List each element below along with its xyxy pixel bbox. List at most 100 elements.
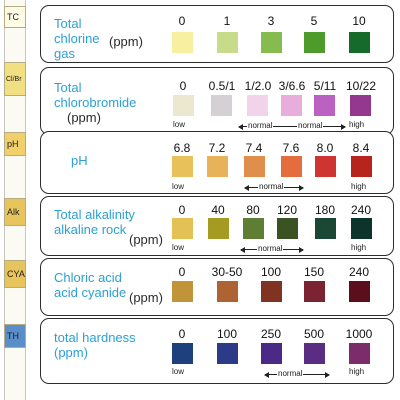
panel-chloric-acid: Chloric acid acid cyanide (ppm) 0 30-50 … [40, 258, 394, 316]
normal-label: normal [258, 182, 285, 191]
value-label: 8.4 [352, 141, 370, 155]
color-swatch [277, 218, 298, 239]
color-swatch [304, 281, 325, 302]
color-swatch [351, 156, 372, 177]
value-label: 0.5/1 [208, 79, 236, 93]
value-label: 100 [260, 265, 282, 279]
normal-label: normal [247, 121, 274, 130]
color-swatch [351, 218, 372, 239]
color-swatch [217, 281, 238, 302]
value-label: 100 [216, 327, 238, 341]
panel-unit: (ppm) [109, 34, 143, 49]
panel-total-chlorine: Total chlorine gas (ppm) 0 1 3 5 10 [40, 5, 394, 63]
value-label: 1000 [345, 327, 373, 341]
value-label: 5/11 [313, 79, 337, 93]
color-swatch [217, 343, 238, 364]
panel-total-hardness: total hardness (ppm) 0 100 250 500 1000 … [40, 318, 394, 384]
panel-title: Total chlorobromide [54, 80, 137, 110]
color-swatch [243, 218, 264, 239]
value-label: 0 [178, 203, 186, 217]
panel-title: Chloric acid acid cyanide [54, 270, 127, 300]
value-label: 0 [179, 79, 187, 93]
color-swatch [315, 156, 336, 177]
color-swatch [172, 32, 193, 53]
value-label: 3 [267, 14, 275, 28]
normal-label: normal [277, 369, 304, 378]
color-swatch [349, 343, 370, 364]
panel-unit: (ppm) [129, 290, 163, 305]
value-label: 7.6 [282, 141, 300, 155]
color-swatch [261, 343, 282, 364]
high-label: high [349, 120, 365, 129]
value-label: 3/6.6 [278, 79, 306, 93]
color-swatch [207, 156, 228, 177]
value-label: 7.4 [245, 141, 263, 155]
color-swatch [261, 32, 282, 53]
value-label: 30-50 [211, 265, 243, 279]
value-label: 10/22 [345, 79, 377, 93]
panel-title: pH [71, 153, 88, 168]
value-label: 120 [276, 203, 298, 217]
low-label: low [173, 120, 186, 129]
sidebar-tab-ph: pH [4, 132, 26, 156]
value-label: 250 [260, 327, 282, 341]
color-swatch [315, 218, 336, 239]
panel-ph: pH 6.8 7.2 7.4 7.6 8.0 8.4 low normal hi… [40, 131, 394, 194]
panel-unit: (ppm) [67, 110, 101, 125]
low-label: low [172, 243, 185, 252]
color-swatch [173, 95, 194, 116]
value-label: 150 [303, 265, 325, 279]
color-swatch [281, 156, 302, 177]
normal-label: normal [297, 121, 324, 130]
color-swatch [314, 95, 335, 116]
color-swatch [261, 281, 282, 302]
color-swatch [281, 95, 302, 116]
sidebar-tab-cya: CYA [4, 260, 26, 288]
value-label: 0 [178, 265, 186, 279]
color-swatch [172, 343, 193, 364]
panel-unit: (ppm) [129, 232, 163, 247]
sidebar-tab-th: TH [4, 324, 26, 348]
color-swatch [217, 32, 238, 53]
value-label: 7.2 [208, 141, 226, 155]
value-label: 500 [303, 327, 325, 341]
panel-title: total hardness (ppm) [54, 330, 136, 360]
color-swatch [304, 32, 325, 53]
high-label: high [351, 243, 367, 252]
color-swatch [172, 281, 193, 302]
value-label: 180 [314, 203, 336, 217]
value-label: 0 [178, 14, 186, 28]
value-label: 40 [211, 203, 225, 217]
color-swatch [349, 281, 370, 302]
color-swatch [244, 156, 265, 177]
panel-title: Total chlorine gas [54, 16, 100, 61]
value-label: 10 [352, 14, 366, 28]
color-swatch [247, 95, 268, 116]
value-label: 1/2.0 [244, 79, 272, 93]
sidebar-tab-alk: Alk [4, 198, 26, 226]
sidebar-tab-tc: TC [4, 6, 26, 28]
value-label: 1 [223, 14, 231, 28]
color-swatch [208, 218, 229, 239]
low-label: low [172, 367, 185, 376]
value-label: 5 [310, 14, 318, 28]
color-swatch [211, 95, 232, 116]
sidebar-tab-clbr: Cl/Br [4, 62, 26, 96]
color-swatch [304, 343, 325, 364]
panel-title: Total alkalinity alkaline rock [54, 207, 135, 237]
value-label: 6.8 [173, 141, 191, 155]
normal-label: normal [257, 244, 284, 253]
low-label: low [172, 182, 185, 191]
value-label: 240 [348, 265, 370, 279]
color-swatch [172, 156, 193, 177]
value-label: 0 [178, 327, 186, 341]
color-swatch [349, 32, 370, 53]
color-swatch [172, 218, 193, 239]
panel-total-alkalinity: Total alkalinity alkaline rock (ppm) 0 4… [40, 196, 394, 256]
value-label: 8.0 [316, 141, 334, 155]
high-label: high [349, 367, 365, 376]
value-label: 80 [246, 203, 260, 217]
color-swatch [350, 95, 371, 116]
value-label: 240 [350, 203, 372, 217]
high-label: high [351, 182, 367, 191]
